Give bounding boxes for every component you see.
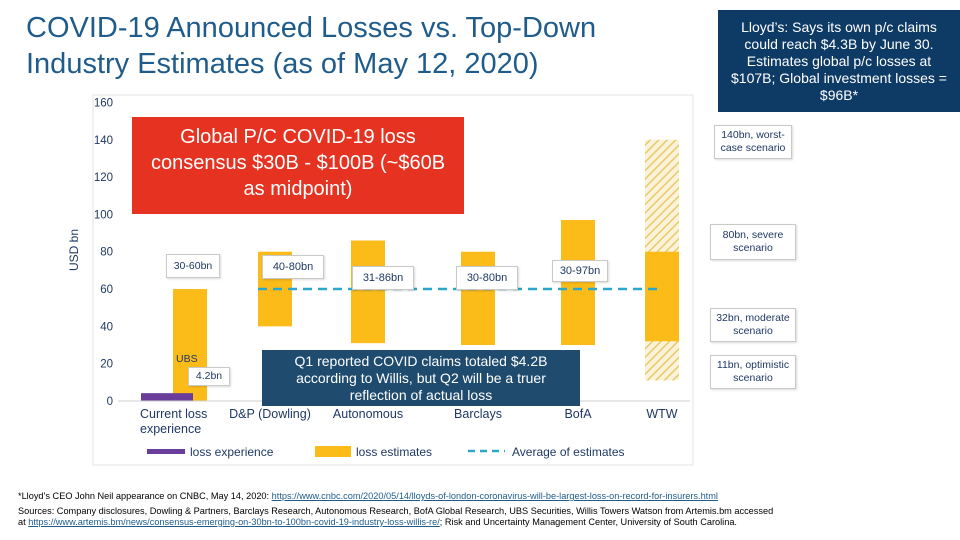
footnote-lloyds-text: *Lloyd’s CEO John Neil appearance on CNB…	[18, 491, 272, 501]
y-tick-label: 0	[107, 396, 113, 408]
y-tick-label: 140	[94, 135, 113, 147]
y-tick-label: 60	[100, 284, 113, 296]
scenario-line1: 140bn, worst-	[721, 129, 785, 141]
scenario-line1: 32bn, moderate	[716, 312, 790, 324]
plot-frame	[92, 94, 694, 466]
y-tick-label: 80	[100, 247, 113, 259]
page-title: COVID-19 Announced Losses vs. Top-Down I…	[26, 12, 597, 80]
range-label: 31-86bn	[352, 266, 414, 290]
range-label: 30-60bn	[166, 254, 220, 278]
lloyds-callout-text: Lloyd’s: Says its own p/c claims could r…	[731, 18, 947, 103]
legend-label-experience: loss experience	[190, 445, 274, 459]
scenario-line2: scenario	[733, 325, 773, 337]
range-label: 40-80bn	[262, 255, 324, 279]
q1-claims-callout-text: Q1 reported COVID claims totaled $4.2B a…	[294, 353, 548, 403]
estimate-bar	[351, 240, 385, 344]
lloyds-callout: Lloyd’s: Says its own p/c claims could r…	[718, 10, 960, 112]
category-label: BofA	[564, 407, 592, 421]
footnote-lloyds: *Lloyd’s CEO John Neil appearance on CNB…	[18, 491, 718, 502]
y-tick-label: 100	[94, 209, 113, 221]
loss-experience-value: 4.2bn	[188, 367, 230, 386]
scenario-callout: 11bn, optimistic scenario	[710, 355, 796, 389]
estimate-bar	[561, 219, 595, 346]
scenario-line2: scenario	[733, 372, 773, 384]
category-label: WTW	[646, 407, 677, 421]
artemis-link[interactable]: https://www.artemis.bm/news/consensus-em…	[28, 517, 440, 527]
range-label: 30-80bn	[456, 266, 518, 290]
category-label-line2: experience	[140, 422, 201, 436]
category-label: Barclays	[454, 407, 502, 421]
footnote-sources: Sources: Company disclosures, Dowling & …	[18, 506, 773, 517]
y-tick-label: 160	[94, 97, 113, 109]
legend-swatch-estimates	[315, 446, 351, 457]
category-label: Current loss	[140, 407, 207, 421]
scenario-line1: 11bn, optimistic	[716, 359, 790, 371]
legend-label-average: Average of estimates	[512, 445, 625, 459]
footnote-suffix: ; Risk and Uncertainty Management Center…	[439, 517, 737, 527]
loss-experience-bar	[141, 393, 193, 401]
consensus-callout: Global P/C COVID-19 loss consensus $30B …	[132, 117, 464, 214]
scenario-callout: 80bn, severe scenario	[710, 224, 796, 260]
ubs-source-label: UBS	[176, 353, 198, 365]
legend-label-estimates: loss estimates	[356, 445, 432, 459]
scenario-callout: 32bn, moderate scenario	[710, 308, 796, 342]
range-label: 30-97bn	[552, 260, 608, 282]
footnote-sources-continued: at https://www.artemis.bm/news/consensus…	[18, 517, 737, 528]
scenario-line2: scenario	[733, 242, 773, 254]
y-tick-label: 40	[100, 321, 113, 333]
y-axis-title: USD bn	[67, 229, 81, 271]
scenario-line2: case scenario	[720, 142, 786, 154]
legend-swatch-experience	[147, 449, 185, 454]
footnote-prefix: at	[18, 517, 29, 527]
scenario-line1: 80bn, severe	[722, 229, 784, 241]
footnote-sources-text: Sources: Company disclosures, Dowling & …	[18, 506, 774, 516]
consensus-callout-text: Global P/C COVID-19 loss consensus $30B …	[150, 126, 446, 200]
cnbc-link[interactable]: https://www.cnbc.com/2020/05/14/lloyds-o…	[271, 491, 718, 501]
category-label: Autonomous	[333, 407, 403, 421]
q1-claims-callout: Q1 reported COVID claims totaled $4.2B a…	[262, 350, 580, 406]
category-label: D&P (Dowling)	[229, 407, 311, 421]
y-tick-label: 120	[94, 172, 113, 184]
wtw-estimate-bar	[645, 251, 679, 342]
y-tick-label: 20	[100, 359, 113, 371]
scenario-callout: 140bn, worst-case scenario	[714, 125, 792, 159]
